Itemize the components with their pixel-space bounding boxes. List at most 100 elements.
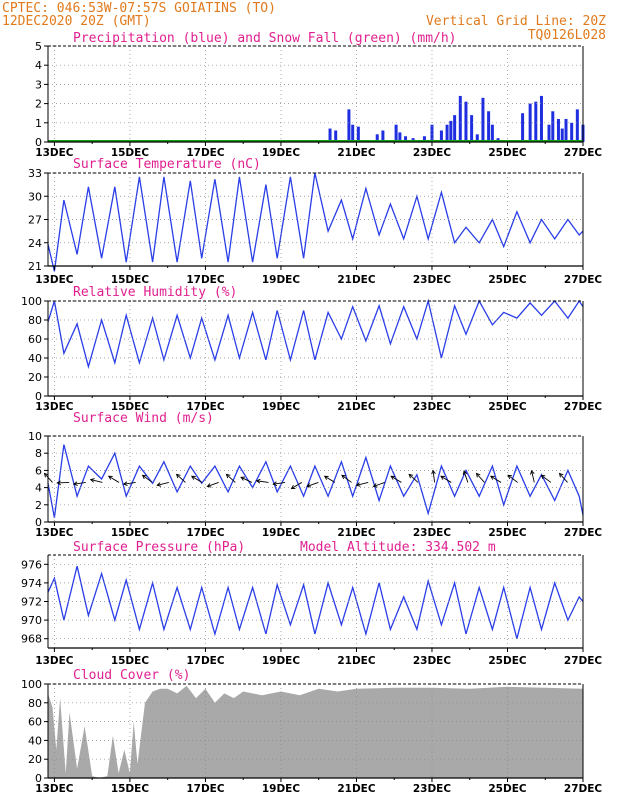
- x-tick-label: 27DEC: [564, 274, 603, 286]
- y-tick-label: 0: [35, 772, 42, 785]
- precip-bar: [453, 115, 457, 142]
- wind-arrow-head: [175, 473, 181, 479]
- wind-arrow-shaft: [176, 474, 186, 483]
- wind-arrow-shaft: [390, 475, 402, 483]
- y-tick-label: 80: [28, 314, 42, 327]
- x-tick-label: 27DEC: [564, 783, 603, 795]
- y-tick-label: 100: [21, 295, 42, 308]
- x-tick-label: 13DEC: [35, 783, 74, 795]
- y-tick-label: 4: [35, 482, 42, 495]
- x-tick-label: 21DEC: [337, 147, 376, 159]
- wind-arrow-head: [122, 481, 128, 486]
- precip-bar: [528, 103, 532, 142]
- wind-arrow-shaft: [476, 473, 485, 483]
- x-tick-label: 23DEC: [413, 655, 452, 667]
- wind-arrow-head: [558, 472, 564, 478]
- wind-arrow-shaft: [440, 475, 452, 483]
- wind-arrow-shaft: [191, 475, 203, 483]
- wind-arrow-shaft: [324, 475, 336, 483]
- wind-arrow-head: [225, 473, 231, 479]
- y-tick-label: 5: [35, 40, 42, 53]
- wind-arrow-head: [530, 469, 535, 475]
- precip-bar: [475, 134, 479, 142]
- panel-wind: Surface Wind (m/s) 0 2 4 6 8 10 13DEC 15DEC 17DEC…: [28, 411, 602, 539]
- precip-bar: [351, 124, 355, 142]
- wind-arrow-head: [141, 474, 147, 480]
- panel-temp: Surface Temperature (nC) 21 24 27 30 33 13DEC 1…: [28, 157, 602, 286]
- precip-bar: [521, 113, 525, 142]
- header-location: CPTEC: 046:53W-07:57S GOIATINS (TO): [2, 1, 276, 16]
- wind-arrow-head: [475, 472, 481, 478]
- wind-arrow-shaft: [207, 482, 219, 487]
- precip-bar: [445, 124, 449, 142]
- x-tick-label: 15DEC: [111, 274, 150, 286]
- header-date: 12DEC2020 20Z (GMT): [2, 14, 151, 29]
- panel-annotation-pres: Model Altitude: 334.502 m: [300, 540, 496, 555]
- y-tick-label: 2: [35, 499, 42, 512]
- precip-bar: [481, 97, 485, 142]
- panel-title-wind: Surface Wind (m/s): [73, 411, 214, 426]
- wind-arrow-shaft: [541, 474, 552, 483]
- x-tick-label: 19DEC: [262, 655, 301, 667]
- wind-arrow-shaft: [507, 474, 518, 483]
- precip-bar: [570, 122, 574, 142]
- y-tick-label: 968: [21, 633, 42, 646]
- y-tick-label: 60: [28, 333, 42, 346]
- panels: Precipitation (blue) and Snow Fall (gree…: [21, 31, 602, 795]
- x-tick-label: 25DEC: [488, 783, 527, 795]
- x-tick-label: 13DEC: [35, 527, 74, 539]
- y-tick-label: 20: [28, 371, 42, 384]
- x-tick-label: 21DEC: [337, 274, 376, 286]
- wind-arrow-shaft: [108, 475, 120, 483]
- wind-arrow-head: [306, 483, 312, 488]
- wind-arrow-shaft: [44, 473, 53, 483]
- wind-arrow-shaft: [432, 470, 436, 483]
- series-line-rh: [47, 298, 584, 370]
- y-tick-label: 30: [28, 190, 42, 203]
- wind-arrow-head: [462, 470, 468, 476]
- wind-arrow-shaft: [408, 474, 419, 483]
- precip-bar: [547, 124, 551, 142]
- x-tick-label: 15DEC: [111, 783, 150, 795]
- x-tick-label: 19DEC: [262, 274, 301, 286]
- cloud-area: [48, 685, 583, 778]
- precip-bar: [551, 111, 555, 142]
- x-tick-label: 21DEC: [337, 527, 376, 539]
- precip-bar: [487, 111, 491, 142]
- x-tick-label: 15DEC: [111, 527, 150, 539]
- x-tick-label: 19DEC: [262, 401, 301, 413]
- x-tick-label: 23DEC: [413, 274, 452, 286]
- wind-arrow-shaft: [356, 482, 369, 486]
- y-tick-label: 2: [35, 98, 42, 111]
- x-tick-label: 23DEC: [413, 401, 452, 413]
- wind-arrow-head: [272, 481, 278, 486]
- x-tick-label: 13DEC: [35, 401, 74, 413]
- panel-title-cloud: Cloud Cover (%): [73, 668, 190, 683]
- precip-bar: [394, 124, 398, 142]
- wind-arrow-head: [107, 475, 113, 480]
- precip-bar: [560, 128, 564, 142]
- x-tick-label: 19DEC: [262, 147, 301, 159]
- y-tick-label: 972: [21, 596, 42, 609]
- x-tick-label: 23DEC: [413, 147, 452, 159]
- wind-arrow-shaft: [123, 481, 136, 485]
- y-tick-label: 10: [28, 430, 42, 443]
- wind-arrow-head: [156, 482, 162, 487]
- wind-arrow-head: [372, 483, 378, 488]
- precip-bar: [356, 126, 360, 142]
- precip-bar: [556, 118, 560, 142]
- wind-arrow-shaft: [463, 470, 469, 483]
- precip-bar: [404, 136, 408, 142]
- y-tick-label: 0: [35, 390, 42, 403]
- precip-bar: [347, 109, 351, 142]
- wind-arrow-shaft: [559, 473, 568, 483]
- wind-arrow-shaft: [157, 482, 169, 486]
- wind-arrow-shaft: [73, 481, 86, 485]
- wind-arrow-head: [408, 473, 414, 479]
- wind-arrow-shaft: [273, 481, 286, 485]
- header-model: TQ0126L028: [528, 28, 606, 43]
- y-tick-label: 4: [35, 59, 42, 72]
- y-tick-label: 0: [35, 516, 42, 529]
- x-tick-label: 25DEC: [488, 274, 527, 286]
